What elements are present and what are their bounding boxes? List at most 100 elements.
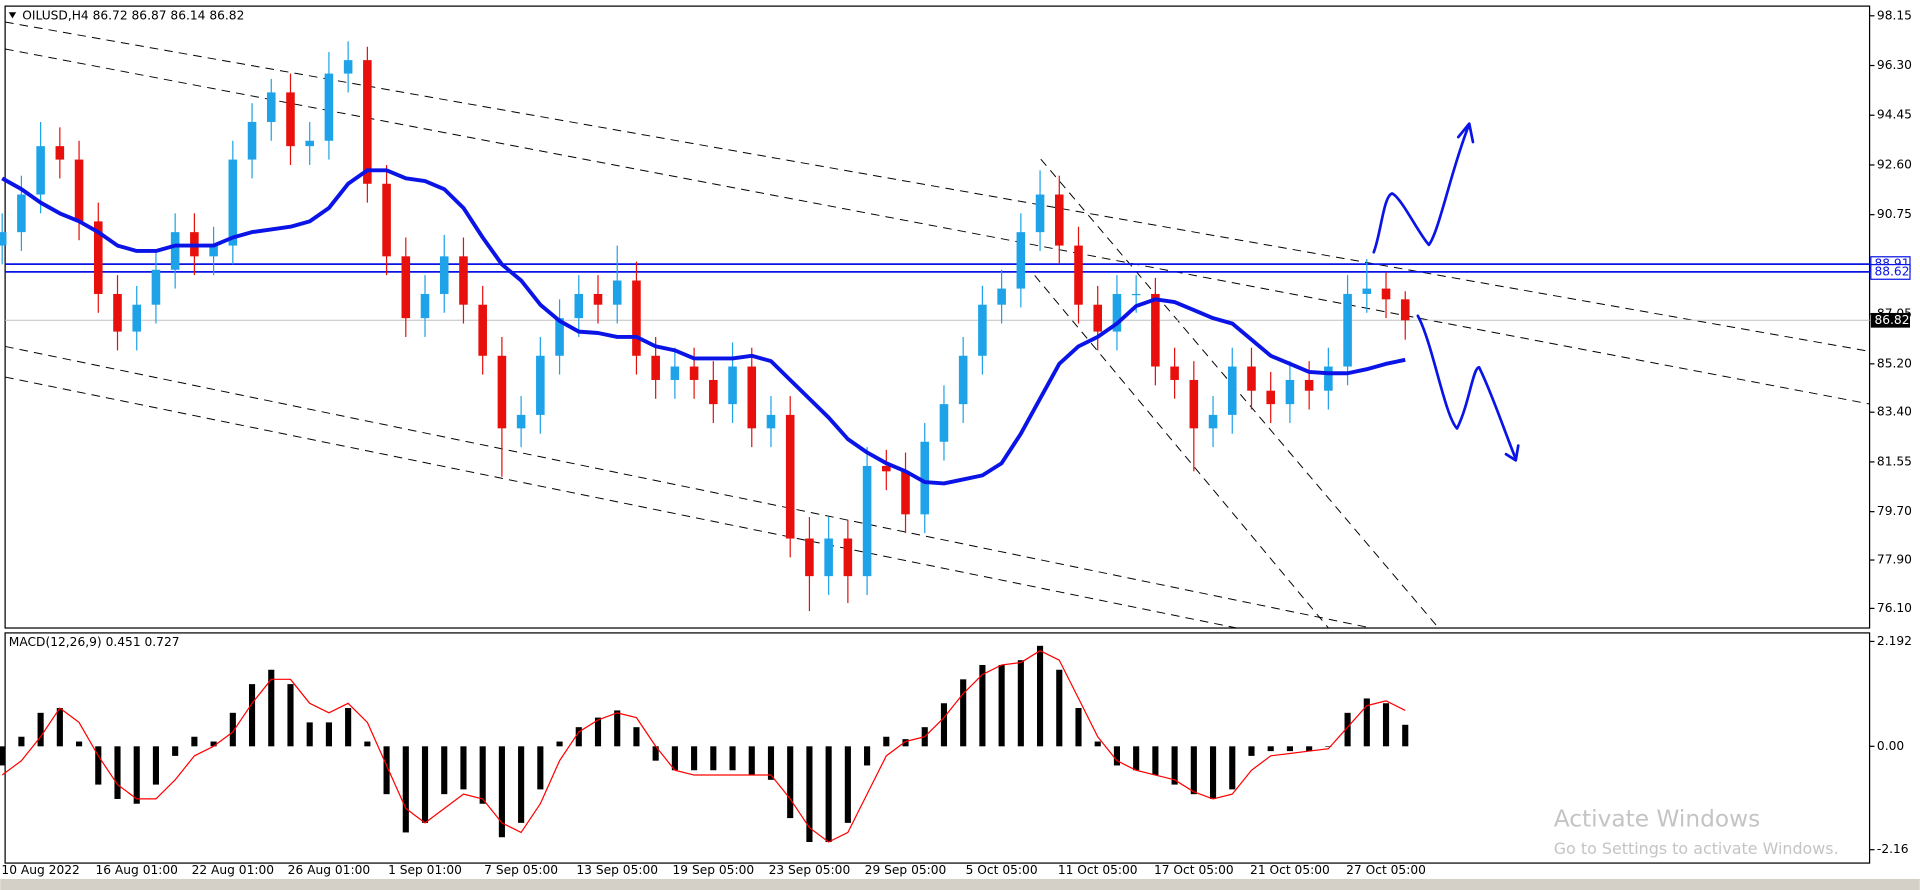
level-tag-label: 88.62 xyxy=(1874,264,1909,278)
candle-body xyxy=(1016,232,1026,289)
candle-body xyxy=(151,269,161,305)
macd-bar xyxy=(1382,703,1390,747)
drawings xyxy=(5,21,1870,629)
macd-bar xyxy=(133,746,140,804)
x-tick-label: 1 Sep 01:00 xyxy=(388,863,462,877)
macd-bar xyxy=(325,722,332,747)
x-tick-label: 23 Sep 05:00 xyxy=(769,863,851,877)
x-tick-label: 5 Oct 05:00 xyxy=(966,863,1038,877)
projection-arrows xyxy=(1372,122,1520,462)
candle-body xyxy=(882,465,891,472)
trend-line xyxy=(5,376,1237,629)
macd-bar xyxy=(152,746,159,785)
x-tick-label: 13 Sep 05:00 xyxy=(576,863,658,877)
macd-bar xyxy=(652,746,659,761)
macd-bar xyxy=(537,746,544,790)
candle-body xyxy=(0,232,7,246)
macd-bar xyxy=(421,746,429,823)
price-pane xyxy=(4,5,1871,629)
macd-bar xyxy=(210,741,217,747)
y-tick-label: 83.40 xyxy=(1877,405,1912,419)
candle-body xyxy=(1285,379,1295,405)
candle-body xyxy=(920,441,930,515)
y-tick-label: 98.15 xyxy=(1877,8,1912,22)
candle-body xyxy=(997,288,1006,305)
candle-body xyxy=(343,60,353,74)
candle-body xyxy=(305,140,314,147)
candle-body xyxy=(382,183,391,257)
trend-line xyxy=(5,48,1870,405)
x-tick-label: 16 Aug 01:00 xyxy=(95,863,177,877)
arrow-head xyxy=(1456,122,1475,144)
candle-body xyxy=(1324,366,1333,391)
candle-body xyxy=(209,245,218,257)
candle-body xyxy=(766,414,776,429)
candle-body xyxy=(632,280,641,356)
macd-bar xyxy=(1017,660,1024,747)
macd-bar xyxy=(1267,746,1274,752)
candle-body xyxy=(1189,379,1199,429)
level-tag xyxy=(1870,263,1911,280)
candle-body xyxy=(478,304,487,356)
candle-body xyxy=(728,366,737,405)
macd-bar xyxy=(172,746,179,756)
candle-body xyxy=(36,146,45,195)
macd-bar xyxy=(806,746,813,843)
candle-body xyxy=(1400,299,1410,321)
x-tick-label: 10 Aug 2022 xyxy=(1,863,79,877)
candle-body xyxy=(266,92,276,122)
macd-bar xyxy=(1248,746,1255,756)
macd-bar xyxy=(844,746,851,823)
candle-body xyxy=(1131,293,1141,296)
trend-line xyxy=(1034,275,1329,629)
candle-body xyxy=(1093,304,1103,332)
macd-bar xyxy=(479,746,486,804)
candle-body xyxy=(1227,366,1237,415)
macd-bar xyxy=(864,746,871,766)
trend-line xyxy=(5,345,1372,629)
macd-bar xyxy=(402,746,409,833)
macd-bar xyxy=(556,741,563,747)
candle-body xyxy=(593,293,603,305)
chart-title: OILUSD,H4 86.72 86.87 86.14 86.82 xyxy=(22,8,244,22)
macd-bar xyxy=(383,746,390,795)
candle-body xyxy=(1112,293,1122,332)
candle-body xyxy=(824,538,833,577)
macd-bar xyxy=(441,746,448,795)
candle-body xyxy=(497,355,507,429)
y-tick-label: 94.45 xyxy=(1877,108,1912,122)
macd-bar xyxy=(95,746,102,785)
macd-bar xyxy=(364,741,371,747)
macd-bar xyxy=(1209,746,1217,799)
macd-bar xyxy=(229,712,236,747)
candle-body xyxy=(286,92,295,147)
macd-bar xyxy=(1325,746,1332,747)
candle-body xyxy=(747,366,757,429)
candle-body xyxy=(516,414,526,429)
candle-body xyxy=(555,318,564,356)
macd-bar xyxy=(710,746,717,771)
macd-bar xyxy=(691,746,698,771)
macd-bar xyxy=(460,746,467,790)
y-tick-label: 79.70 xyxy=(1877,504,1912,518)
macd-bar xyxy=(1037,645,1044,747)
macd-bar xyxy=(1152,746,1159,776)
y-tick-label: 96.30 xyxy=(1877,58,1912,72)
tab-bar xyxy=(0,878,1920,890)
macd-bar xyxy=(248,684,256,747)
macd-bar xyxy=(1094,741,1101,747)
y-tick-label: 81.55 xyxy=(1877,454,1912,468)
projection-down xyxy=(1416,314,1518,461)
candle-body xyxy=(1381,288,1391,300)
macd-bar xyxy=(268,669,275,747)
candle-body xyxy=(709,379,718,405)
candle-body xyxy=(1074,245,1083,305)
moving-average xyxy=(1,168,1406,486)
macd-bar xyxy=(1229,746,1236,790)
macd-bar xyxy=(1363,698,1370,747)
candle-body xyxy=(1208,414,1218,429)
x-tick-label: 22 Aug 01:00 xyxy=(192,863,275,877)
macd-bar xyxy=(594,717,602,747)
candle-body xyxy=(55,146,65,160)
